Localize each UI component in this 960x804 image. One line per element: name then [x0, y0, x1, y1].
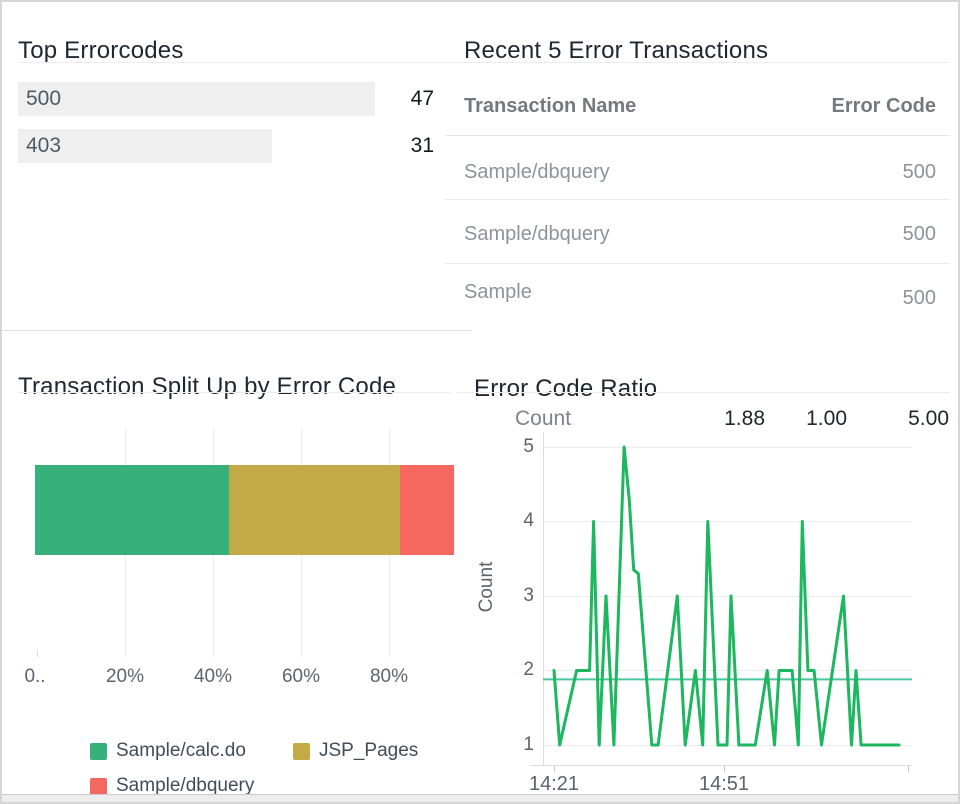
- gridline: [543, 670, 912, 671]
- column-header-transaction-name: Transaction Name: [464, 95, 637, 117]
- table-cell-error-code: 500: [902, 223, 936, 245]
- table-cell-transaction-name: Sample: [464, 281, 532, 303]
- x-axis-tick-label: 60%: [281, 666, 321, 687]
- x-axis-tick-label: 14:51: [698, 773, 750, 795]
- axis-tick: [554, 766, 555, 772]
- legend-swatch-dbquery: [90, 778, 107, 795]
- segment-jsp-pages[interactable]: [228, 465, 401, 555]
- divider: [445, 62, 950, 63]
- stats-max-value: 5.00: [908, 407, 949, 430]
- errorcode-bar-500[interactable]: 500: [18, 82, 375, 116]
- divider: [18, 392, 450, 393]
- column-header-error-code: Error Code: [831, 95, 936, 117]
- x-axis-line: [530, 765, 912, 766]
- gridline: [543, 521, 912, 522]
- segment-sample-calc-do[interactable]: [35, 465, 229, 555]
- row-divider: [445, 263, 950, 264]
- axis-tick: [37, 650, 38, 657]
- panel-title-error-code-ratio: Error Code Ratio: [474, 374, 658, 402]
- panel-title-top-errorcodes: Top Errorcodes: [18, 36, 184, 64]
- legend-item-dbquery[interactable]: Sample/dbquery: [116, 775, 255, 796]
- stats-avg-value: 1.88: [724, 407, 765, 430]
- table-cell-error-code: 500: [902, 161, 936, 183]
- bottom-border: [2, 794, 958, 802]
- divider: [18, 62, 448, 63]
- errorcode-count: 31: [410, 134, 434, 157]
- gridline: [543, 596, 912, 597]
- table-cell-transaction-name: Sample/dbquery: [464, 161, 610, 183]
- table-cell-transaction-name: Sample/dbquery: [464, 223, 610, 245]
- legend-swatch-calc-do: [90, 743, 107, 760]
- x-axis-tick-label: 0..: [24, 666, 46, 687]
- axis-tick: [724, 766, 725, 772]
- legend-item-jsp-pages[interactable]: JSP_Pages: [319, 740, 419, 761]
- legend-swatch-jsp-pages: [293, 743, 310, 760]
- y-axis-tick-label: 4: [523, 510, 534, 531]
- stacked-bar: [35, 465, 454, 555]
- x-axis-tick-label: 40%: [193, 666, 233, 687]
- x-axis-tick-label: 80%: [369, 666, 409, 687]
- segment-sample-dbquery[interactable]: [400, 465, 454, 555]
- errorcode-count: 47: [410, 87, 434, 110]
- errorcode-label: 500: [26, 87, 62, 110]
- panel-title-transaction-split: Transaction Split Up by Error Code: [18, 372, 397, 400]
- x-axis-tick-label: 20%: [105, 666, 145, 687]
- gridline: [543, 447, 912, 448]
- legend-item-calc-do[interactable]: Sample/calc.do: [116, 740, 246, 761]
- table-cell-error-code: 500: [902, 287, 936, 309]
- row-divider: [445, 199, 950, 200]
- errorcode-bar-403[interactable]: 403: [18, 129, 272, 163]
- x-axis-tick-label: 14:21: [528, 773, 580, 795]
- y-axis-line: [543, 432, 544, 765]
- y-axis-tick-label: 5: [523, 436, 534, 457]
- gridline: [543, 745, 912, 746]
- stats-series-label: Count: [515, 407, 572, 430]
- y-axis-title: Count: [476, 561, 497, 613]
- axis-tick: [908, 766, 909, 772]
- y-axis-tick-label: 2: [523, 659, 534, 680]
- y-axis-tick-label: 3: [523, 585, 534, 606]
- divider: [457, 392, 950, 393]
- panel-title-recent-errors: Recent 5 Error Transactions: [464, 36, 769, 64]
- stats-min-value: 1.00: [806, 407, 847, 430]
- header-divider: [445, 135, 950, 136]
- errorcode-label: 403: [26, 134, 62, 157]
- y-axis-tick-label: 1: [523, 734, 534, 755]
- panel-separator: [2, 330, 472, 331]
